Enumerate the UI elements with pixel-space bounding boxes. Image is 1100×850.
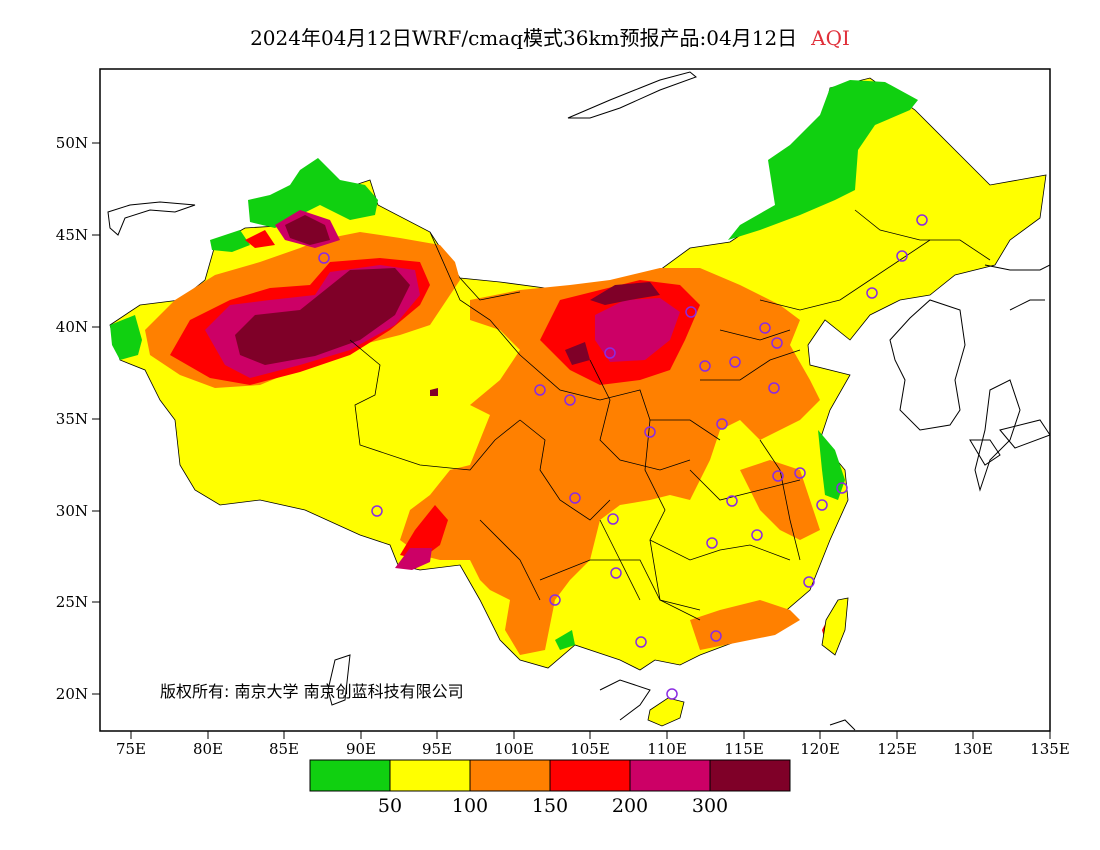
station-marker — [729, 356, 741, 368]
station-marker — [866, 287, 878, 299]
station-marker — [803, 576, 815, 588]
green-west-strip — [210, 230, 250, 252]
lat-tick-label: 30N — [56, 502, 88, 520]
map-frame — [99, 68, 1051, 732]
station-marker — [816, 499, 828, 511]
legend-label: 150 — [532, 795, 568, 817]
station-marker — [768, 382, 780, 394]
legend-swatch — [629, 759, 711, 792]
station-marker — [772, 470, 784, 482]
legend-swatch — [469, 759, 551, 792]
station-marker — [699, 360, 711, 372]
green-northeast — [728, 80, 918, 240]
darkred-northwest-top — [285, 215, 330, 245]
station-marker — [371, 505, 383, 517]
lon-labels: 75E 80E 85E 90E 95E 100E 105E 110E 115E … — [116, 740, 1070, 758]
station-marker — [710, 630, 722, 642]
green-northwest — [248, 158, 378, 228]
station-marker — [564, 394, 576, 406]
legend-swatch — [709, 759, 791, 792]
station-marker — [836, 482, 848, 494]
legend-label: 100 — [452, 795, 488, 817]
green-west-edge — [110, 315, 142, 360]
darkred-ordos-2 — [565, 342, 590, 365]
station-marker — [706, 537, 718, 549]
green-south — [555, 630, 575, 650]
station-marker — [610, 567, 622, 579]
station-marker — [635, 636, 647, 648]
green-east-coast — [818, 430, 845, 500]
lon-tick-label: 115E — [724, 740, 764, 758]
title-main: 2024年04月12日WRF/cmaq模式36km预报产品:04月12日 — [250, 26, 798, 50]
aqi-legend: 50 100 150 200 300 — [309, 759, 791, 817]
station-marker — [726, 495, 738, 507]
copyright-text: 版权所有: 南京大学 南京创蓝科技有限公司 — [160, 682, 464, 701]
orange-central — [400, 268, 820, 655]
red-tibet-south — [400, 505, 448, 560]
lat-labels: 20N 25N 30N 35N 40N 45N 50N — [56, 134, 88, 703]
station-marker — [644, 426, 656, 438]
hainan-island — [647, 697, 685, 727]
title-variable: AQI — [811, 26, 850, 50]
station-marker — [751, 529, 763, 541]
lat-axis — [92, 142, 100, 695]
legend-swatch — [549, 759, 631, 792]
station-marker — [534, 384, 546, 396]
station-marker — [666, 688, 678, 700]
lon-tick-label: 75E — [116, 740, 146, 758]
magenta-ordos — [595, 298, 680, 362]
station-marker — [716, 418, 728, 430]
magenta-tibet-south — [395, 548, 432, 570]
coastlines — [107, 71, 1050, 731]
station-marker — [759, 322, 771, 334]
lat-tick-label: 25N — [56, 593, 88, 611]
lat-tick-label: 45N — [56, 226, 88, 244]
lon-tick-label: 130E — [953, 740, 993, 758]
province-boundaries — [349, 209, 991, 621]
station-marker — [896, 250, 908, 262]
legend-swatch — [389, 759, 471, 792]
darkred-tarim-spot — [430, 388, 438, 396]
orange-southeast — [690, 600, 800, 650]
lon-tick-label: 100E — [494, 740, 534, 758]
legend-swatch — [309, 759, 391, 792]
lon-tick-label: 85E — [269, 740, 299, 758]
lon-tick-label: 90E — [346, 740, 376, 758]
station-marker — [607, 513, 619, 525]
taiwan-island — [821, 597, 849, 656]
station-marker — [569, 492, 581, 504]
map-title: 2024年04月12日WRF/cmaq模式36km预报产品:04月12日 AQI — [0, 22, 1100, 51]
station-marker — [318, 252, 330, 264]
lat-tick-label: 40N — [56, 318, 88, 336]
lon-tick-label: 110E — [647, 740, 687, 758]
lon-tick-label: 105E — [570, 740, 610, 758]
red-northwest-top — [245, 230, 275, 248]
lon-tick-label: 80E — [193, 740, 223, 758]
station-marker — [771, 337, 783, 349]
station-marker — [916, 214, 928, 226]
lon-tick-label: 95E — [422, 740, 452, 758]
station-marker — [685, 306, 697, 318]
darkred-ordos-1 — [590, 282, 660, 305]
darkred-xinjiang — [235, 268, 410, 365]
station-marker — [794, 467, 806, 479]
lat-tick-label: 35N — [56, 410, 88, 428]
station-markers — [318, 214, 928, 700]
station-marker — [604, 347, 616, 359]
lon-tick-label: 120E — [800, 740, 840, 758]
station-marker — [549, 594, 561, 606]
lon-axis — [130, 731, 1051, 739]
legend-label: 200 — [612, 795, 648, 817]
lat-tick-label: 50N — [56, 134, 88, 152]
map-area — [107, 71, 1050, 731]
lon-tick-label: 135E — [1030, 740, 1070, 758]
legend-label: 300 — [692, 795, 728, 817]
legend-label: 50 — [378, 795, 402, 817]
lat-tick-label: 20N — [56, 685, 88, 703]
lon-tick-label: 125E — [877, 740, 917, 758]
